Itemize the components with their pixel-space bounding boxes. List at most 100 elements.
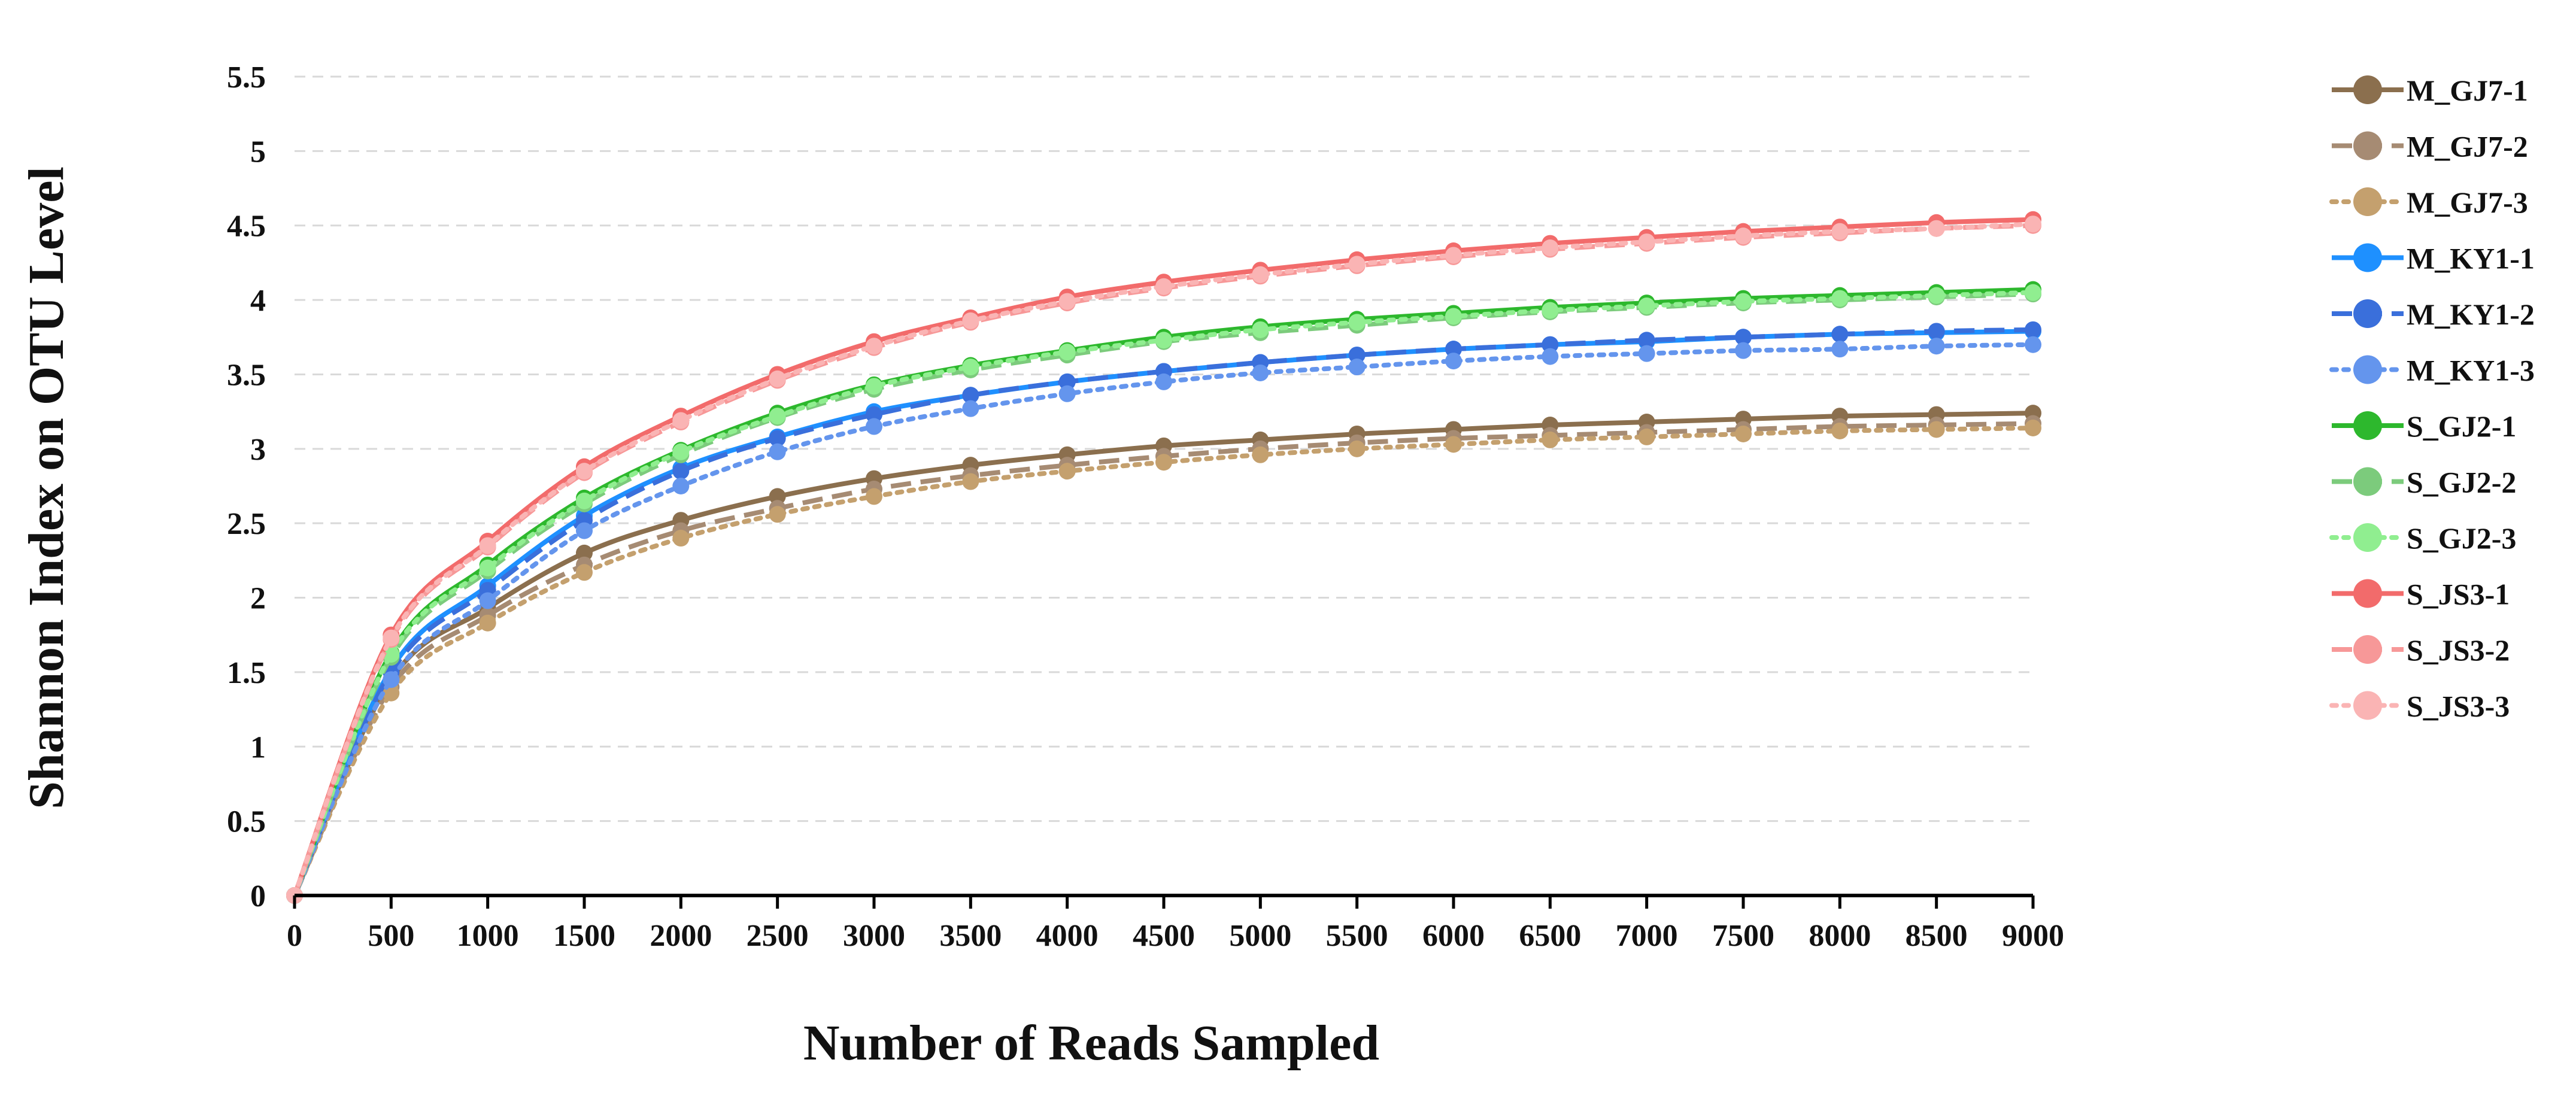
x-tick-label: 6500 <box>1519 919 1581 953</box>
data-point <box>1058 385 1076 402</box>
legend-label: M_GJ7-2 <box>2407 130 2528 163</box>
legend-label: M_GJ7-3 <box>2407 186 2528 219</box>
data-point <box>962 473 979 490</box>
legend-item: S_JS3-3 <box>2329 690 2510 723</box>
series-S_GJ2-3 <box>286 284 2041 904</box>
data-point <box>672 530 690 547</box>
data-point <box>1348 359 1366 376</box>
series-S_JS3-3 <box>286 215 2041 904</box>
data-point <box>1058 293 1076 310</box>
data-point <box>866 338 882 355</box>
legend-item: S_GJ2-1 <box>2332 409 2516 443</box>
y-tick-label: 0 <box>250 879 266 913</box>
data-point <box>1638 298 1655 315</box>
y-tick-label: 3 <box>250 433 266 467</box>
legend-marker <box>2353 187 2382 216</box>
data-point <box>1155 332 1172 349</box>
data-point <box>1638 233 1655 251</box>
data-point <box>383 629 400 646</box>
legend-item: M_KY1-2 <box>2332 298 2535 331</box>
legend-item: S_GJ2-2 <box>2332 466 2516 499</box>
series-M_KY1-2 <box>286 321 2041 904</box>
data-point <box>769 408 786 425</box>
legend-item: S_GJ2-3 <box>2329 521 2516 555</box>
y-tick-label: 1 <box>250 730 266 764</box>
data-point <box>1928 338 1945 355</box>
x-tick-label: 9000 <box>2002 919 2064 953</box>
y-tick-label: 2 <box>250 582 266 616</box>
y-tick-label: 0.5 <box>227 805 266 839</box>
data-point <box>962 400 979 417</box>
data-point <box>866 418 882 435</box>
series-line <box>292 290 2035 898</box>
legend-marker <box>2353 523 2382 552</box>
data-point <box>1735 342 1752 359</box>
data-point <box>1928 287 1945 304</box>
data-point <box>383 671 400 688</box>
data-point <box>1735 425 1752 442</box>
x-tick-label: 3500 <box>939 919 1002 953</box>
data-point <box>672 463 690 480</box>
data-point <box>1445 308 1462 325</box>
data-point <box>1638 332 1655 349</box>
x-tick-label: 1500 <box>553 919 615 953</box>
x-tick-label: 5500 <box>1326 919 1388 953</box>
data-point <box>962 387 979 404</box>
data-point <box>866 406 882 423</box>
legend-item: M_GJ7-3 <box>2329 186 2528 219</box>
data-point <box>769 488 786 505</box>
data-point <box>479 592 496 609</box>
data-point <box>1831 422 1849 439</box>
x-axis-title: Number of Reads Sampled <box>803 1015 1379 1071</box>
legend-label: S_JS3-3 <box>2407 690 2510 723</box>
data-point <box>1155 373 1172 390</box>
data-point <box>1252 446 1269 463</box>
data-point <box>1928 421 1945 438</box>
data-point <box>1735 293 1752 310</box>
data-point <box>576 463 593 480</box>
series-M_KY1-1 <box>286 323 2041 904</box>
y-tick-label: 4 <box>250 284 266 318</box>
y-tick-label: 4.5 <box>227 210 266 244</box>
x-tick-label: 3000 <box>843 919 905 953</box>
series-lines <box>286 211 2041 904</box>
data-point <box>866 488 882 505</box>
data-point <box>1831 326 1849 343</box>
y-tick-label: 5 <box>250 135 266 169</box>
legend-item: M_GJ7-1 <box>2332 74 2528 107</box>
legend-marker <box>2353 691 2382 720</box>
y-tick-label: 3.5 <box>227 358 266 392</box>
data-point <box>1928 220 1945 237</box>
series-line <box>292 342 2035 898</box>
y-tick-label: 5.5 <box>227 60 266 95</box>
tick-labels: 0 0.5 1 1.5 2 2.5 3 3.5 4 4.5 5 5.5 0 500 1000 1500 2000… <box>227 60 2064 953</box>
data-point <box>2025 419 2041 436</box>
series-S_JS3-1 <box>286 211 2041 904</box>
series-M_GJ7-1 <box>286 405 2041 904</box>
legend-item: M_KY1-3 <box>2329 354 2535 387</box>
legend-label: S_GJ2-2 <box>2407 466 2516 499</box>
data-point <box>1445 353 1462 370</box>
data-point <box>576 544 593 561</box>
data-point <box>1638 345 1655 362</box>
data-point <box>769 443 786 460</box>
data-point <box>1058 373 1076 390</box>
legend-label: M_GJ7-1 <box>2407 74 2528 107</box>
x-tick-label: 8000 <box>1809 919 1871 953</box>
y-tick-label: 2.5 <box>227 507 266 541</box>
series-M_KY1-3 <box>286 336 2041 904</box>
data-point <box>2025 215 2041 233</box>
data-point <box>576 492 593 509</box>
data-point <box>1155 278 1172 295</box>
legend-marker <box>2353 635 2382 664</box>
legend-label: S_JS3-2 <box>2407 633 2510 667</box>
legend-label: M_KY1-3 <box>2407 354 2535 387</box>
data-point <box>962 359 979 376</box>
data-point <box>1348 440 1366 457</box>
data-point <box>1348 314 1366 331</box>
data-point <box>1252 364 1269 381</box>
data-point <box>1542 302 1559 319</box>
series-line <box>292 425 2035 898</box>
